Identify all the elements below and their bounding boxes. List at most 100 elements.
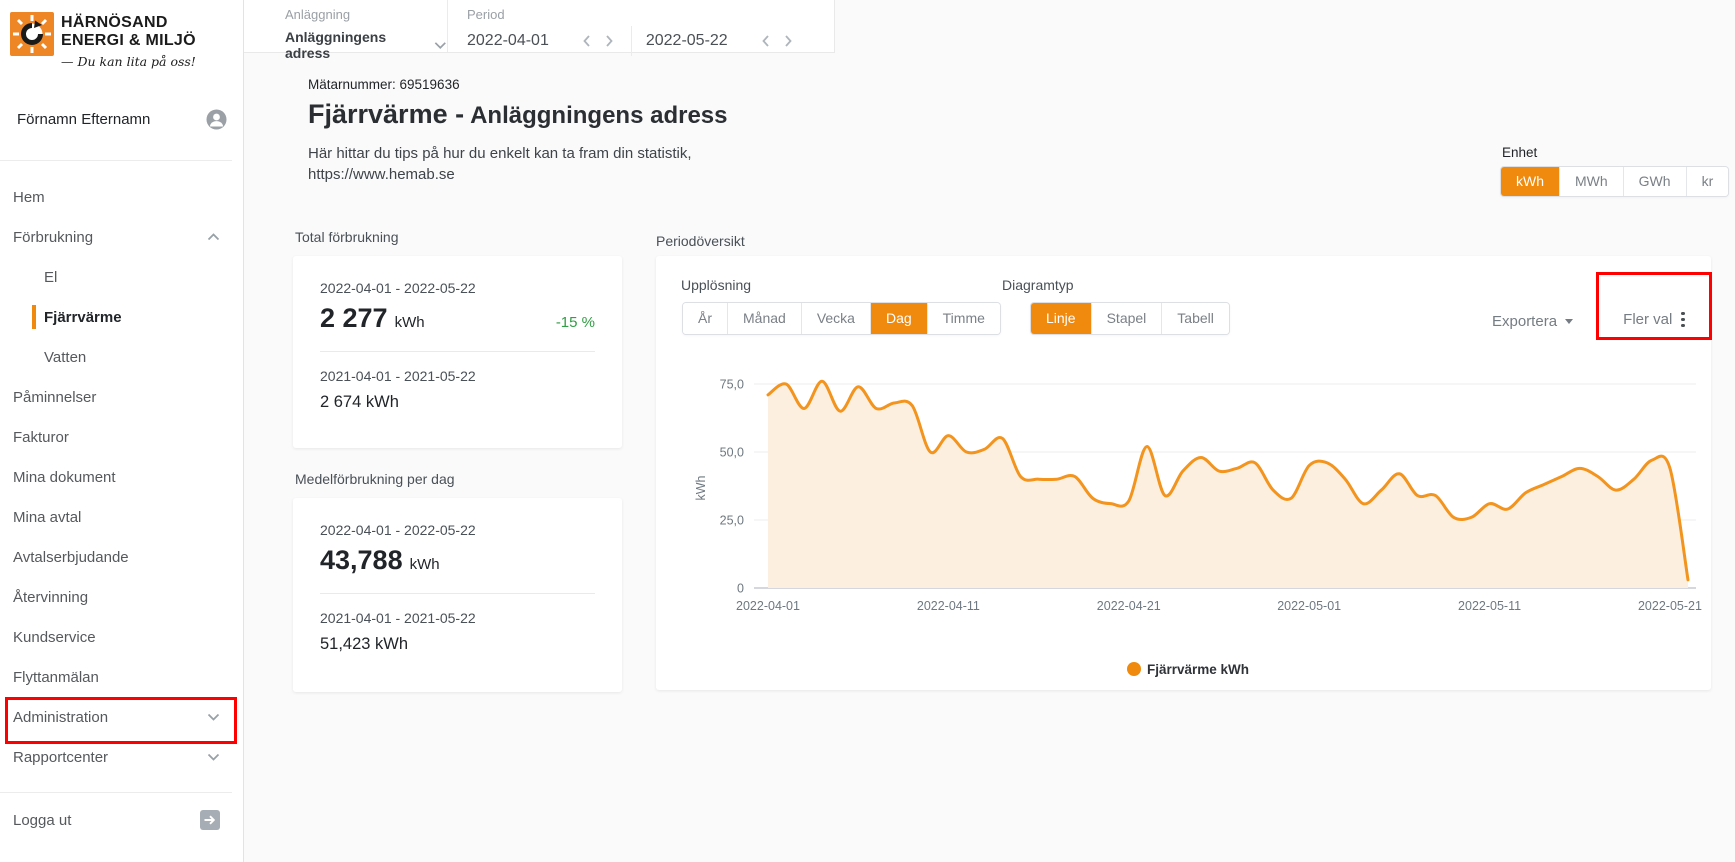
charttype-button-stapel[interactable]: Stapel [1090, 303, 1162, 334]
resolution-button-dag[interactable]: Dag [869, 303, 927, 334]
average-current-value: 43,788 [320, 545, 403, 575]
sidebar-item-fjarrvarme[interactable]: Fjärrvärme [0, 297, 232, 337]
company-logo: HÄRNÖSAND ENERGI & MILJÖ — Du kan lita p… [10, 12, 196, 69]
total-previous-value: 2 674 kWh [320, 393, 399, 411]
svg-text:2022-05-11: 2022-05-11 [1458, 599, 1521, 613]
previous-period: 2021-04-01 - 2021-05-22 [320, 610, 476, 626]
sidebar-item-avtalserbjudande[interactable]: Avtalserbjudande [13, 548, 129, 566]
resolution-label: Upplösning [681, 277, 752, 293]
period-overview-panel: Upplösning År Månad Vecka Dag Timme Diag… [656, 256, 1712, 690]
resolution-button-vecka[interactable]: Vecka [800, 303, 870, 334]
user-name: Förnamn Efternamn [17, 110, 151, 128]
total-current-value: 2 277 [320, 303, 388, 333]
logout-arrow-icon [200, 810, 220, 830]
svg-text:2022-04-11: 2022-04-11 [917, 599, 980, 613]
export-button[interactable]: Exportera [1492, 313, 1574, 330]
period-end-next-icon[interactable] [777, 34, 800, 48]
svg-text:25,0: 25,0 [720, 514, 744, 528]
resolution-button-timme[interactable]: Timme [926, 303, 1000, 334]
chevron-down-icon [207, 753, 220, 761]
page-subtitle: Här hittar du tips på hur du enkelt kan … [308, 145, 692, 183]
card-divider [320, 351, 595, 352]
svg-text:2022-05-21: 2022-05-21 [1638, 599, 1702, 613]
sidebar-divider-bottom [0, 792, 232, 793]
chevron-down-icon [435, 41, 447, 49]
sidebar-item-el[interactable]: El [44, 268, 58, 286]
sidebar-item-mina-dokument[interactable]: Mina dokument [13, 468, 116, 486]
logo-line2: ENERGI & MILJÖ [61, 32, 196, 49]
caret-down-icon [1565, 319, 1574, 324]
average-consumption-label: Medelförbrukning per dag [295, 471, 455, 487]
period-start-next-icon[interactable] [598, 34, 621, 48]
resolution-button-group: År Månad Vecka Dag Timme [682, 302, 1001, 335]
unit-selector: Enhet kWh MWh GWh kr [1500, 145, 1730, 197]
sidebar-item-kundservice[interactable]: Kundservice [13, 628, 96, 646]
sidebar-item-vatten[interactable]: Vatten [44, 348, 87, 366]
chevron-down-icon [207, 713, 220, 721]
sidebar-item-flyttanmalan[interactable]: Flyttanmälan [13, 668, 99, 686]
consumption-chart: 0 25,0 50,0 75,0 kWh 2022-04-01 2022-04-11 2022… [694, 378, 1702, 678]
sidebar-item-paminnelser[interactable]: Påminnelser [13, 388, 97, 406]
period-selector: Period 2022-04-01 2022-05-22 [448, 0, 800, 56]
unit-button-kr[interactable]: kr [1685, 167, 1729, 196]
period-start-prev-icon[interactable] [575, 34, 598, 48]
resolution-button-ar[interactable]: År [683, 303, 727, 334]
annotation-box-fler-val: Fler val [1596, 272, 1712, 340]
average-previous-value: 51,423 kWh [320, 635, 409, 653]
kebab-menu-icon [1681, 311, 1685, 328]
unit-label: Enhet [1502, 145, 1538, 160]
average-current-unit: kWh [409, 556, 440, 573]
total-current-unit: kWh [394, 314, 425, 331]
period-divider [630, 26, 632, 56]
previous-period: 2021-04-01 - 2021-05-22 [320, 368, 476, 384]
user-avatar-icon [206, 109, 227, 129]
current-period: 2022-04-01 - 2022-05-22 [320, 280, 476, 296]
unit-button-gwh[interactable]: GWh [1622, 167, 1686, 196]
unit-button-mwh[interactable]: MWh [1559, 167, 1623, 196]
sidebar-item-atervinning[interactable]: Återvinning [13, 588, 89, 606]
svg-text:Fjärrvärme kWh: Fjärrvärme kWh [1147, 662, 1249, 677]
svg-text:2022-04-01: 2022-04-01 [736, 599, 800, 613]
topbar: Anläggning Anläggningens adress Period 2… [244, 0, 835, 61]
sidebar-item-hem[interactable]: Hem [13, 188, 45, 206]
sidebar-menu: Hem Förbrukning El Fjärrvärme Vatten Påm… [0, 177, 232, 777]
svg-text:2022-04-21: 2022-04-21 [1097, 599, 1161, 613]
svg-text:75,0: 75,0 [720, 378, 744, 392]
sidebar-item-administration[interactable]: Administration [0, 697, 232, 737]
charttype-button-tabell[interactable]: Tabell [1161, 303, 1229, 334]
total-consumption-label: Total förbrukning [295, 229, 399, 245]
unit-button-kwh[interactable]: kWh [1501, 167, 1559, 196]
period-start-date[interactable]: 2022-04-01 [467, 32, 549, 49]
more-options-button[interactable]: Fler val [1599, 311, 1709, 328]
charttype-label: Diagramtyp [1002, 277, 1074, 293]
chevron-up-icon [207, 233, 220, 241]
page-title-prefix: Fjärrvärme - [308, 99, 465, 129]
charttype-button-group: Linje Stapel Tabell [1030, 302, 1230, 335]
period-end-prev-icon[interactable] [754, 34, 777, 48]
logout-button[interactable]: Logga ut [13, 806, 220, 834]
svg-text:kWh: kWh [694, 475, 708, 500]
page-title-suffix: Anläggningens adress [470, 102, 728, 129]
sidebar-item-fakturor[interactable]: Fakturor [13, 428, 69, 446]
facility-selector[interactable]: Anläggning Anläggningens adress [244, 0, 448, 61]
sidebar-item-rapportcenter[interactable]: Rapportcenter [0, 737, 232, 777]
logo-tagline: — Du kan lita på oss! [61, 54, 196, 69]
meter-number: Mätarnummer: 69519636 [308, 77, 460, 92]
sidebar-item-forbrukning[interactable]: Förbrukning [0, 217, 232, 257]
sidebar-item-mina-avtal[interactable]: Mina avtal [13, 508, 82, 526]
user-row: Förnamn Efternamn [17, 106, 227, 132]
resolution-button-manad[interactable]: Månad [727, 303, 801, 334]
facility-value: Anläggningens adress [285, 29, 387, 61]
period-end-date[interactable]: 2022-05-22 [645, 32, 728, 49]
delta-badge: -15 % [555, 314, 595, 331]
svg-text:2022-05-01: 2022-05-01 [1277, 599, 1341, 613]
hemab-logo-icon [10, 12, 54, 56]
svg-text:0: 0 [737, 582, 744, 596]
logo-line1: HÄRNÖSAND [61, 14, 168, 31]
average-consumption-card: 2022-04-01 - 2022-05-22 43,788 kWh 2021-… [293, 498, 622, 692]
charttype-button-linje[interactable]: Linje [1031, 303, 1091, 334]
period-label: Period [467, 7, 505, 22]
page-title: Fjärrvärme - Anläggningens adress [308, 99, 727, 130]
sidebar: HÄRNÖSAND ENERGI & MILJÖ — Du kan lita p… [0, 0, 244, 862]
